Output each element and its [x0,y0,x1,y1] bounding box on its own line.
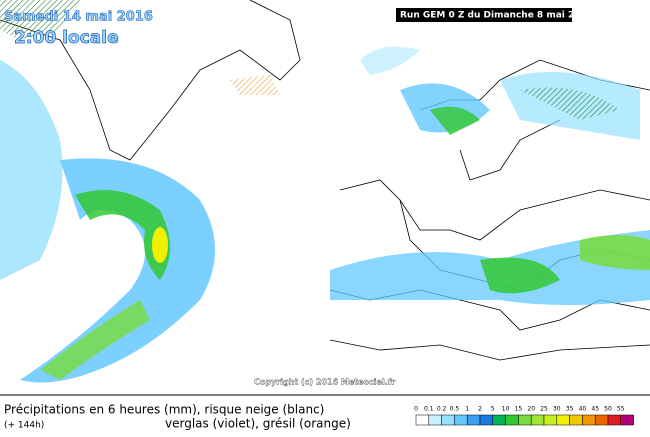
legend-label: 30 [553,406,561,413]
map-time: 2:00 locale [14,28,119,48]
legend-label: 0.2 [437,406,447,413]
legend-label: 0.1 [424,406,434,413]
legend-swatch [479,414,494,426]
legend-swatch [543,414,558,426]
map-date: Samedi 14 mai 2016 [4,10,153,25]
legend-swatch [582,414,596,426]
legend-label: 5 [491,406,495,413]
legend-swatch [518,414,532,426]
copyright: Copyright (c) 2016 Meteociel.fr [254,378,395,387]
legend-label: 0 [414,406,418,413]
legend-label: 35 [566,406,574,413]
caption-line1: Précipitations en 6 heures (mm), risque … [4,403,324,417]
legend-swatch [594,414,609,426]
legend-swatch [556,414,570,426]
legend-label: 50 [604,406,612,413]
legend-label: 10 [502,406,510,413]
caption-line2: verglas (violet), grésil (orange) [165,417,351,431]
legend-label: 55 [617,406,625,413]
legend-swatch [569,414,583,426]
legend-label: 2 [478,406,482,413]
legend-label: 25 [540,406,548,413]
legend-swatch [428,414,442,426]
legend-label: 20 [527,406,535,413]
legend-swatch [466,414,481,426]
caption-lead: (+ 144h) [4,421,44,431]
legend-swatch [492,414,506,426]
legend-swatch [607,414,622,426]
legend-swatch [415,414,430,426]
legend-swatch [620,414,634,426]
legend-swatch [505,414,519,426]
legend-label: 15 [515,406,523,413]
legend-label: 1 [465,406,469,413]
legend-label: 45 [591,406,599,413]
legend-label: 0.5 [450,406,460,413]
legend-label: 40 [579,406,587,413]
run-info: Run GEM 0 Z du Dimanche 8 mai 2016 [400,11,593,21]
legend: 0 0.1 0.2 0.5 1 2 5 10 15 20 25 30 35 40 45 50 55 [414,406,634,426]
legend-swatch [530,414,545,426]
legend-swatch [454,414,468,426]
precipitation [0,0,650,383]
run-box [396,8,572,22]
legend-swatch [441,414,455,426]
